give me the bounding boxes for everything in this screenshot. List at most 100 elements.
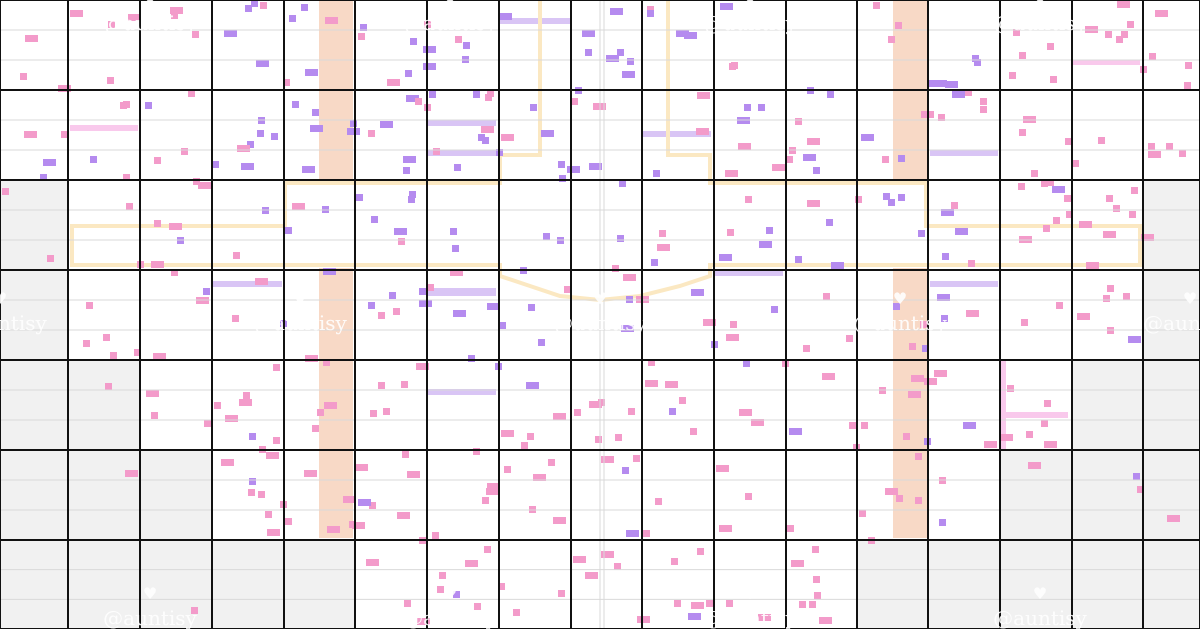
pink-stitch (812, 546, 819, 553)
pink-stitch (154, 220, 161, 227)
lavender-band (643, 131, 711, 137)
heart-icon: ♥ (743, 584, 757, 603)
pink-stitch (283, 79, 290, 86)
watermark-text: @auntisy (103, 606, 197, 629)
watermark-text: @auntisy (403, 606, 497, 629)
pink-stitch (120, 102, 127, 109)
pink-stitch (1072, 160, 1079, 167)
purple-stitch (249, 478, 256, 485)
pink-stitch (601, 456, 614, 463)
pink-stitch (612, 265, 619, 272)
pink-band (1000, 360, 1006, 450)
pink-stitch (1041, 180, 1048, 187)
watermark-text: @auntisy (553, 311, 647, 335)
pink-stitch (564, 286, 571, 293)
pink-stitch (260, 2, 267, 9)
pink-stitch (317, 409, 324, 416)
pink-stitch (903, 433, 910, 440)
pink-stitch (574, 409, 581, 416)
purple-stitch (473, 91, 480, 98)
pink-stitch (558, 590, 565, 597)
pink-stitch (221, 459, 234, 466)
watermark-text: @auntisy (103, 11, 197, 35)
pink-stitch (427, 284, 434, 291)
purple-stitch (619, 180, 626, 187)
lavender-band (212, 281, 282, 287)
pink-stitch (1064, 195, 1071, 202)
pink-stitch (585, 572, 598, 579)
grey-cell (0, 450, 212, 540)
pink-stitch (655, 498, 662, 505)
purple-stitch (803, 154, 816, 161)
pink-stitch (481, 126, 494, 133)
pink-stitch (70, 10, 83, 17)
pink-stitch (233, 252, 240, 259)
pink-stitch (1000, 434, 1013, 441)
pink-stitch (908, 391, 921, 398)
pink-stitch (47, 255, 54, 262)
purple-stitch (419, 288, 426, 295)
pink-stitch (312, 425, 319, 432)
pink-stitch (601, 551, 614, 558)
pink-stitch (553, 517, 566, 524)
purple-stitch (543, 233, 550, 240)
purple-stitch (410, 38, 417, 45)
grey-cell (1143, 270, 1200, 360)
pink-stitch (758, 614, 771, 621)
purple-stitch (499, 13, 512, 20)
purple-stitch (861, 134, 874, 141)
pink-stitch (1107, 285, 1114, 292)
purple-stitch (939, 519, 946, 526)
purple-stitch (145, 102, 152, 109)
purple-stitch (937, 294, 950, 301)
pink-stitch (243, 392, 250, 399)
pink-stitch (1019, 129, 1026, 136)
purple-stitch (368, 302, 375, 309)
pink-stitch (1148, 143, 1155, 150)
pink-stitch (265, 511, 272, 518)
purple-stitch (567, 166, 580, 173)
purple-stitch (744, 104, 751, 111)
pink-stitch (126, 203, 133, 210)
watermark-text: @auntisy (703, 11, 797, 35)
pink-stitch (799, 601, 806, 608)
pink-stitch (248, 489, 255, 496)
pink-stitch (266, 452, 279, 459)
purple-stitch (245, 5, 252, 12)
purple-stitch (90, 156, 97, 163)
pink-stitch (378, 312, 385, 319)
pink-stitch (1148, 151, 1161, 158)
watermark-text: @auntisy (703, 606, 797, 629)
pink-stitch (1086, 262, 1099, 269)
watermark-text: @auntisy (993, 606, 1087, 629)
pink-stitch (433, 148, 440, 155)
purple-stitch (888, 199, 895, 206)
pink-stitch (232, 315, 239, 322)
heart-icon: ♥ (143, 0, 157, 8)
pink-stitch (20, 73, 27, 80)
purple-stitch (582, 30, 595, 37)
purple-stitch (323, 268, 336, 275)
pink-stitch (1141, 234, 1154, 241)
pink-stitch (938, 114, 945, 121)
pink-stitch (128, 14, 141, 21)
purple-stitch (463, 42, 470, 49)
purple-stitch (934, 80, 947, 87)
grey-cell (0, 360, 140, 450)
pink-stitch (738, 143, 751, 150)
pink-stitch (402, 451, 409, 458)
pink-stitch (170, 7, 183, 14)
purple-stitch (302, 166, 315, 173)
purple-stitch (893, 303, 900, 310)
pink-stitch (934, 370, 947, 377)
pink-stitch (803, 345, 810, 352)
purple-stitch (454, 164, 461, 171)
purple-stitch (406, 95, 419, 102)
pink-stitch (407, 471, 420, 478)
purple-stitch (292, 101, 299, 108)
purple-stitch (468, 355, 475, 362)
purple-stitch (945, 81, 958, 88)
purple-stitch (688, 613, 701, 620)
pink-stitch (193, 178, 200, 185)
